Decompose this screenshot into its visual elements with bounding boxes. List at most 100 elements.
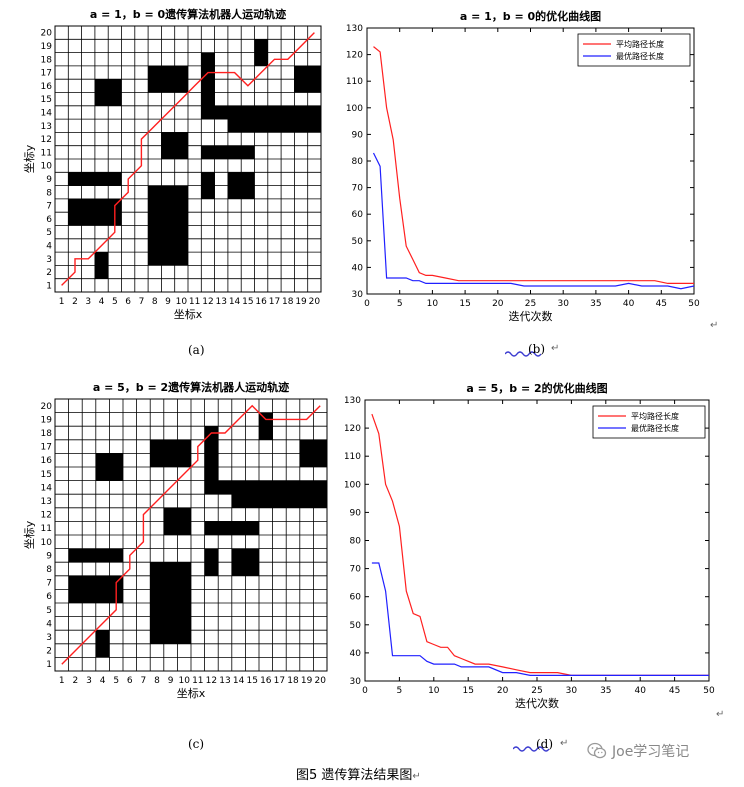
obstacle-cell bbox=[294, 119, 308, 133]
obstacle-cell bbox=[163, 630, 178, 644]
x-tick-label: 11 bbox=[192, 676, 203, 686]
obstacle-cell bbox=[201, 145, 215, 159]
obstacle-cell bbox=[174, 198, 188, 213]
plot-area bbox=[364, 399, 710, 682]
line-chart-b: a = 1，b = 0的优化曲线图 0 5 10 15 20 25 30 35 40 45 50 30 4… bbox=[330, 0, 725, 335]
obstacle-cell bbox=[94, 212, 109, 226]
squiggle-underline-d bbox=[513, 746, 549, 752]
y-tick-label: 13 bbox=[41, 122, 52, 132]
obstacle-cell bbox=[81, 172, 95, 186]
obstacle-cell bbox=[177, 575, 191, 590]
legend-label: 最优路径长度 bbox=[616, 51, 664, 61]
obstacle-cell bbox=[148, 225, 162, 239]
y-tick-label: 80 bbox=[352, 157, 364, 167]
x-tick-label: 5 bbox=[397, 686, 403, 696]
x-tick-label: 50 bbox=[688, 299, 700, 309]
obstacle-cell bbox=[163, 521, 178, 535]
x-tick-label: 10 bbox=[178, 676, 190, 686]
obstacle-cell bbox=[177, 439, 191, 454]
obstacle-cell bbox=[177, 603, 191, 617]
y-tick-label: 120 bbox=[345, 424, 361, 434]
obstacle-cell bbox=[174, 212, 188, 226]
x-tick-label: 3 bbox=[85, 297, 91, 307]
obstacle-cell bbox=[177, 589, 191, 603]
obstacle-cell bbox=[294, 79, 308, 93]
obstacle-cell bbox=[281, 105, 295, 120]
figure-caption: 图5 遗传算法结果图↵ bbox=[296, 764, 421, 783]
y-tick-label: 20 bbox=[41, 402, 53, 412]
obstacle-cell bbox=[95, 453, 110, 467]
obstacle-cell bbox=[95, 548, 110, 563]
obstacle-cell bbox=[174, 238, 188, 253]
legend-label: 最优路径长度 bbox=[631, 423, 679, 433]
obstacle-cell bbox=[286, 494, 300, 508]
obstacle-cell bbox=[267, 119, 282, 133]
x-tick-label: 15 bbox=[459, 299, 470, 309]
y-tick-label: 40 bbox=[350, 649, 362, 659]
x-tick-label: 15 bbox=[242, 297, 253, 307]
obstacle-cell bbox=[204, 467, 219, 481]
obstacle-cell bbox=[81, 198, 95, 213]
obstacle-cell bbox=[227, 119, 242, 133]
y-tick-label: 14 bbox=[41, 483, 53, 493]
y-tick-label: 1 bbox=[46, 660, 52, 670]
chart-title: a = 5，b = 2的优化曲线图 bbox=[466, 381, 607, 395]
series-line-best bbox=[371, 562, 709, 676]
x-tick-label: 16 bbox=[260, 676, 272, 686]
paragraph-mark-d-end: ↵ bbox=[716, 709, 725, 720]
x-tick-label: 15 bbox=[462, 686, 473, 696]
obstacle-cell bbox=[307, 105, 321, 120]
y-tick-label: 8 bbox=[46, 565, 52, 575]
obstacle-cell bbox=[94, 79, 109, 93]
x-tick-label: 30 bbox=[566, 686, 578, 696]
x-tick-label: 10 bbox=[427, 299, 439, 309]
obstacle-cell bbox=[174, 145, 188, 159]
x-tick-label: 30 bbox=[557, 299, 569, 309]
x-tick-label: 7 bbox=[141, 676, 147, 686]
chart-title: a = 1，b = 0遗传算法机器人运动轨迹 bbox=[90, 7, 286, 21]
caption-text: 图5 遗传算法结果图 bbox=[296, 768, 413, 783]
obstacle-cell bbox=[201, 172, 215, 186]
y-tick-label: 10 bbox=[41, 162, 53, 172]
y-tick-label: 80 bbox=[350, 537, 362, 547]
y-tick-label: 18 bbox=[41, 429, 53, 439]
obstacle-cell bbox=[214, 105, 228, 120]
obstacle-cell bbox=[281, 119, 295, 133]
paragraph-mark-caption: ↵ bbox=[412, 771, 421, 782]
x-tick-label: 20 bbox=[309, 297, 321, 307]
obstacle-cell bbox=[313, 480, 327, 495]
y-tick-label: 50 bbox=[352, 237, 364, 247]
legend-label: 平均路径长度 bbox=[616, 39, 664, 49]
x-tick-label: 10 bbox=[176, 297, 188, 307]
y-tick-label: 110 bbox=[346, 77, 363, 87]
obstacle-cell bbox=[313, 453, 327, 467]
x-tick-label: 12 bbox=[202, 297, 213, 307]
obstacle-cell bbox=[177, 562, 191, 576]
obstacle-cell bbox=[95, 575, 110, 590]
obstacle-cell bbox=[108, 79, 122, 93]
obstacle-cell bbox=[286, 480, 300, 495]
y-tick-label: 90 bbox=[352, 130, 364, 140]
obstacle-cell bbox=[307, 119, 321, 133]
obstacle-cell bbox=[161, 145, 175, 159]
wechat-icon bbox=[587, 742, 607, 759]
obstacle-cell bbox=[218, 480, 232, 495]
obstacle-cell bbox=[148, 212, 162, 226]
obstacle-cell bbox=[227, 172, 242, 186]
y-tick-label: 2 bbox=[46, 268, 52, 278]
obstacle-cell bbox=[204, 439, 219, 454]
grid-chart-a-svg: a = 1，b = 0遗传算法机器人运动轨迹112233445566778899… bbox=[22, 7, 322, 321]
x-tick-label: 2 bbox=[73, 676, 79, 686]
y-tick-label: 10 bbox=[41, 538, 53, 548]
obstacle-cell bbox=[163, 439, 178, 454]
grid-chart-c-svg: a = 5，b = 2遗传算法机器人运动轨迹112233445566778899… bbox=[22, 380, 328, 700]
y-tick-label: 40 bbox=[352, 263, 364, 273]
obstacle-cell bbox=[201, 79, 215, 93]
obstacle-cell bbox=[204, 548, 219, 563]
y-tick-label: 50 bbox=[350, 621, 362, 631]
obstacle-cell bbox=[227, 185, 242, 199]
subfigure-label-b: (b) bbox=[528, 342, 546, 356]
obstacle-cell bbox=[177, 453, 191, 467]
obstacle-cell bbox=[94, 252, 109, 266]
obstacle-cell bbox=[227, 105, 242, 120]
